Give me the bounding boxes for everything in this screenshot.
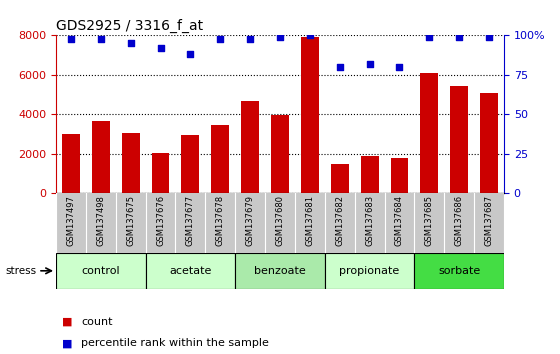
Text: GSM137683: GSM137683 — [365, 195, 374, 246]
Bar — [62, 134, 80, 193]
Bar — [211, 125, 229, 193]
Bar — [146, 253, 235, 289]
Text: GSM137498: GSM137498 — [96, 195, 105, 246]
Point — [186, 51, 195, 57]
Bar — [152, 153, 170, 193]
Point — [126, 40, 135, 46]
Text: benzoate: benzoate — [254, 266, 306, 276]
Bar — [241, 101, 259, 193]
Bar — [122, 133, 139, 193]
Text: percentile rank within the sample: percentile rank within the sample — [81, 338, 269, 348]
Text: GSM137679: GSM137679 — [246, 195, 255, 246]
Point — [96, 36, 105, 41]
Text: GSM137677: GSM137677 — [186, 195, 195, 246]
Bar — [414, 253, 504, 289]
Text: acetate: acetate — [169, 266, 212, 276]
Point — [156, 45, 165, 51]
Text: GDS2925 / 3316_f_at: GDS2925 / 3316_f_at — [56, 19, 203, 33]
Text: propionate: propionate — [339, 266, 400, 276]
Point — [395, 64, 404, 70]
Text: GSM137684: GSM137684 — [395, 195, 404, 246]
Text: control: control — [82, 266, 120, 276]
Bar — [325, 253, 414, 289]
Bar — [235, 253, 325, 289]
Text: GSM137497: GSM137497 — [67, 195, 76, 246]
Text: sorbate: sorbate — [438, 266, 480, 276]
Text: count: count — [81, 317, 113, 327]
Text: ■: ■ — [62, 317, 72, 327]
Point — [246, 36, 255, 41]
Point — [455, 34, 464, 40]
Bar — [56, 253, 146, 289]
Text: GSM137682: GSM137682 — [335, 195, 344, 246]
Point — [216, 36, 225, 41]
Text: GSM137685: GSM137685 — [425, 195, 434, 246]
Bar — [271, 115, 289, 193]
Text: GSM137678: GSM137678 — [216, 195, 225, 246]
Bar — [92, 121, 110, 193]
Bar — [331, 164, 349, 193]
Point — [305, 33, 314, 38]
Bar — [390, 159, 408, 193]
Text: GSM137676: GSM137676 — [156, 195, 165, 246]
Point — [484, 34, 493, 40]
Bar — [181, 135, 199, 193]
Text: ■: ■ — [62, 338, 72, 348]
Bar — [480, 92, 498, 193]
Point — [335, 64, 344, 70]
Text: GSM137686: GSM137686 — [455, 195, 464, 246]
Bar — [450, 86, 468, 193]
Point — [365, 61, 374, 67]
Point — [67, 36, 76, 41]
Bar — [361, 155, 379, 193]
Text: GSM137675: GSM137675 — [126, 195, 135, 246]
Bar — [421, 73, 438, 193]
Point — [276, 34, 284, 40]
Bar — [301, 38, 319, 193]
Text: GSM137687: GSM137687 — [484, 195, 493, 246]
Text: GSM137681: GSM137681 — [305, 195, 314, 246]
Text: GSM137680: GSM137680 — [276, 195, 284, 246]
Text: stress: stress — [6, 266, 37, 276]
Point — [425, 34, 434, 40]
